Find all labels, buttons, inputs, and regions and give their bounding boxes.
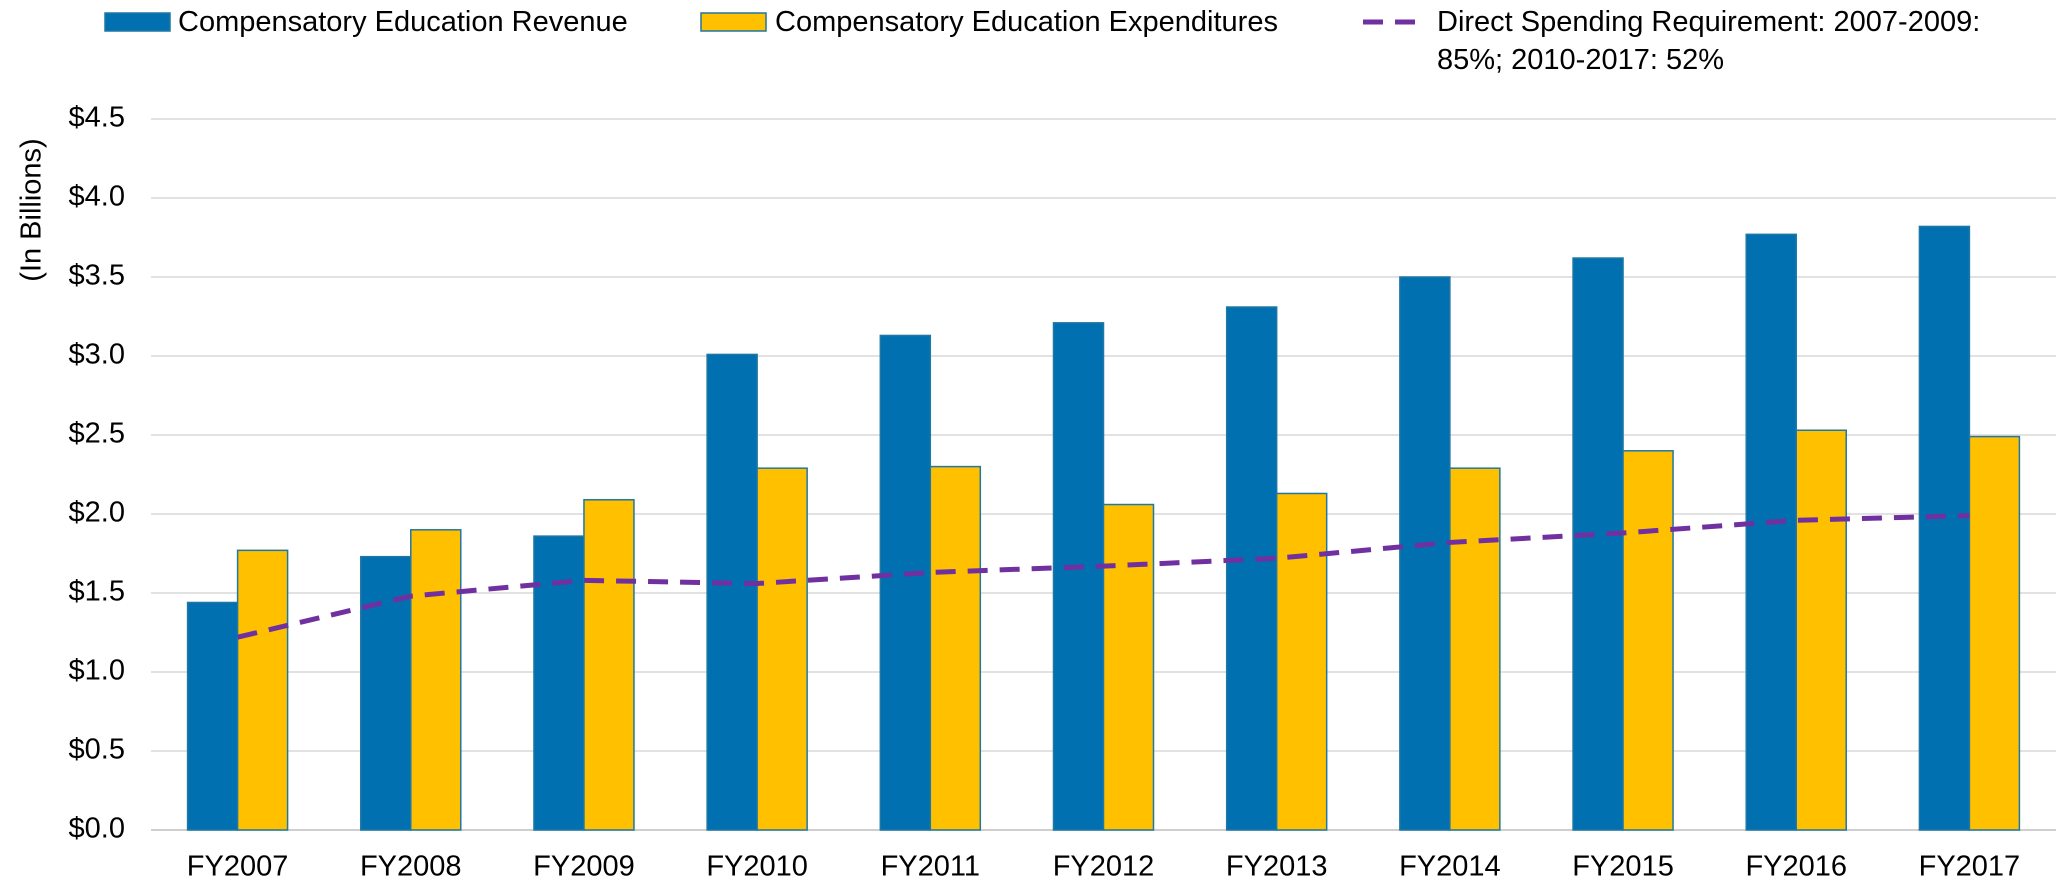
legend-label: Direct Spending Requirement: 2007-2009: …: [1437, 6, 1981, 76]
y-tick-label: $1.5: [69, 576, 125, 608]
y-tick-label: $4.0: [69, 181, 125, 213]
bar: [1795, 429, 1847, 831]
bar: [1102, 503, 1155, 831]
y-tick-label: $3.5: [69, 260, 125, 292]
bar: [1275, 492, 1328, 831]
x-tick-label: FY2015: [1572, 851, 1674, 883]
y-tick-label: $4.5: [69, 102, 125, 134]
bar: [1225, 306, 1278, 831]
bar: [756, 467, 808, 831]
x-tick-label: FY2012: [1053, 851, 1155, 883]
y-tick-label: $3.0: [69, 339, 125, 371]
bar: [1399, 276, 1451, 831]
legend-swatch: [104, 12, 171, 32]
bar: [706, 353, 758, 831]
y-tick-label: $0.5: [69, 734, 125, 766]
bar: [929, 465, 982, 831]
bar: [1968, 435, 2021, 831]
x-tick-label: FY2014: [1399, 851, 1501, 883]
x-tick-label: FY2008: [360, 851, 462, 883]
bar: [1449, 467, 1501, 831]
bar: [879, 334, 932, 831]
bar: [186, 601, 239, 831]
x-tick-label: FY2007: [187, 851, 289, 883]
x-tick-label: FY2016: [1745, 851, 1847, 883]
bar: [236, 549, 289, 831]
y-tick-label: $2.0: [69, 497, 125, 529]
x-tick-label: FY2009: [533, 851, 635, 883]
bar: [1572, 257, 1624, 831]
y-axis-label: (In Billions): [16, 138, 48, 281]
line: [237, 513, 1970, 640]
bar: [410, 529, 462, 831]
legend-label: Compensatory Education Expenditures: [775, 6, 1278, 38]
bar: [1918, 225, 1971, 831]
x-tick-label: FY2017: [1919, 851, 2021, 883]
legend-label: Compensatory Education Revenue: [178, 6, 628, 38]
x-tick-label: FY2011: [881, 851, 980, 883]
y-tick-label: $2.5: [69, 418, 125, 450]
bar: [583, 499, 635, 831]
y-tick-label: $0.0: [69, 813, 125, 845]
bar: [1622, 450, 1674, 831]
x-tick-label: FY2010: [706, 851, 808, 883]
y-tick-label: $1.0: [69, 655, 125, 687]
x-tick-label: FY2013: [1226, 851, 1328, 883]
bar: [1052, 322, 1105, 831]
bar: [1745, 233, 1797, 831]
legend-swatch: [700, 12, 767, 32]
